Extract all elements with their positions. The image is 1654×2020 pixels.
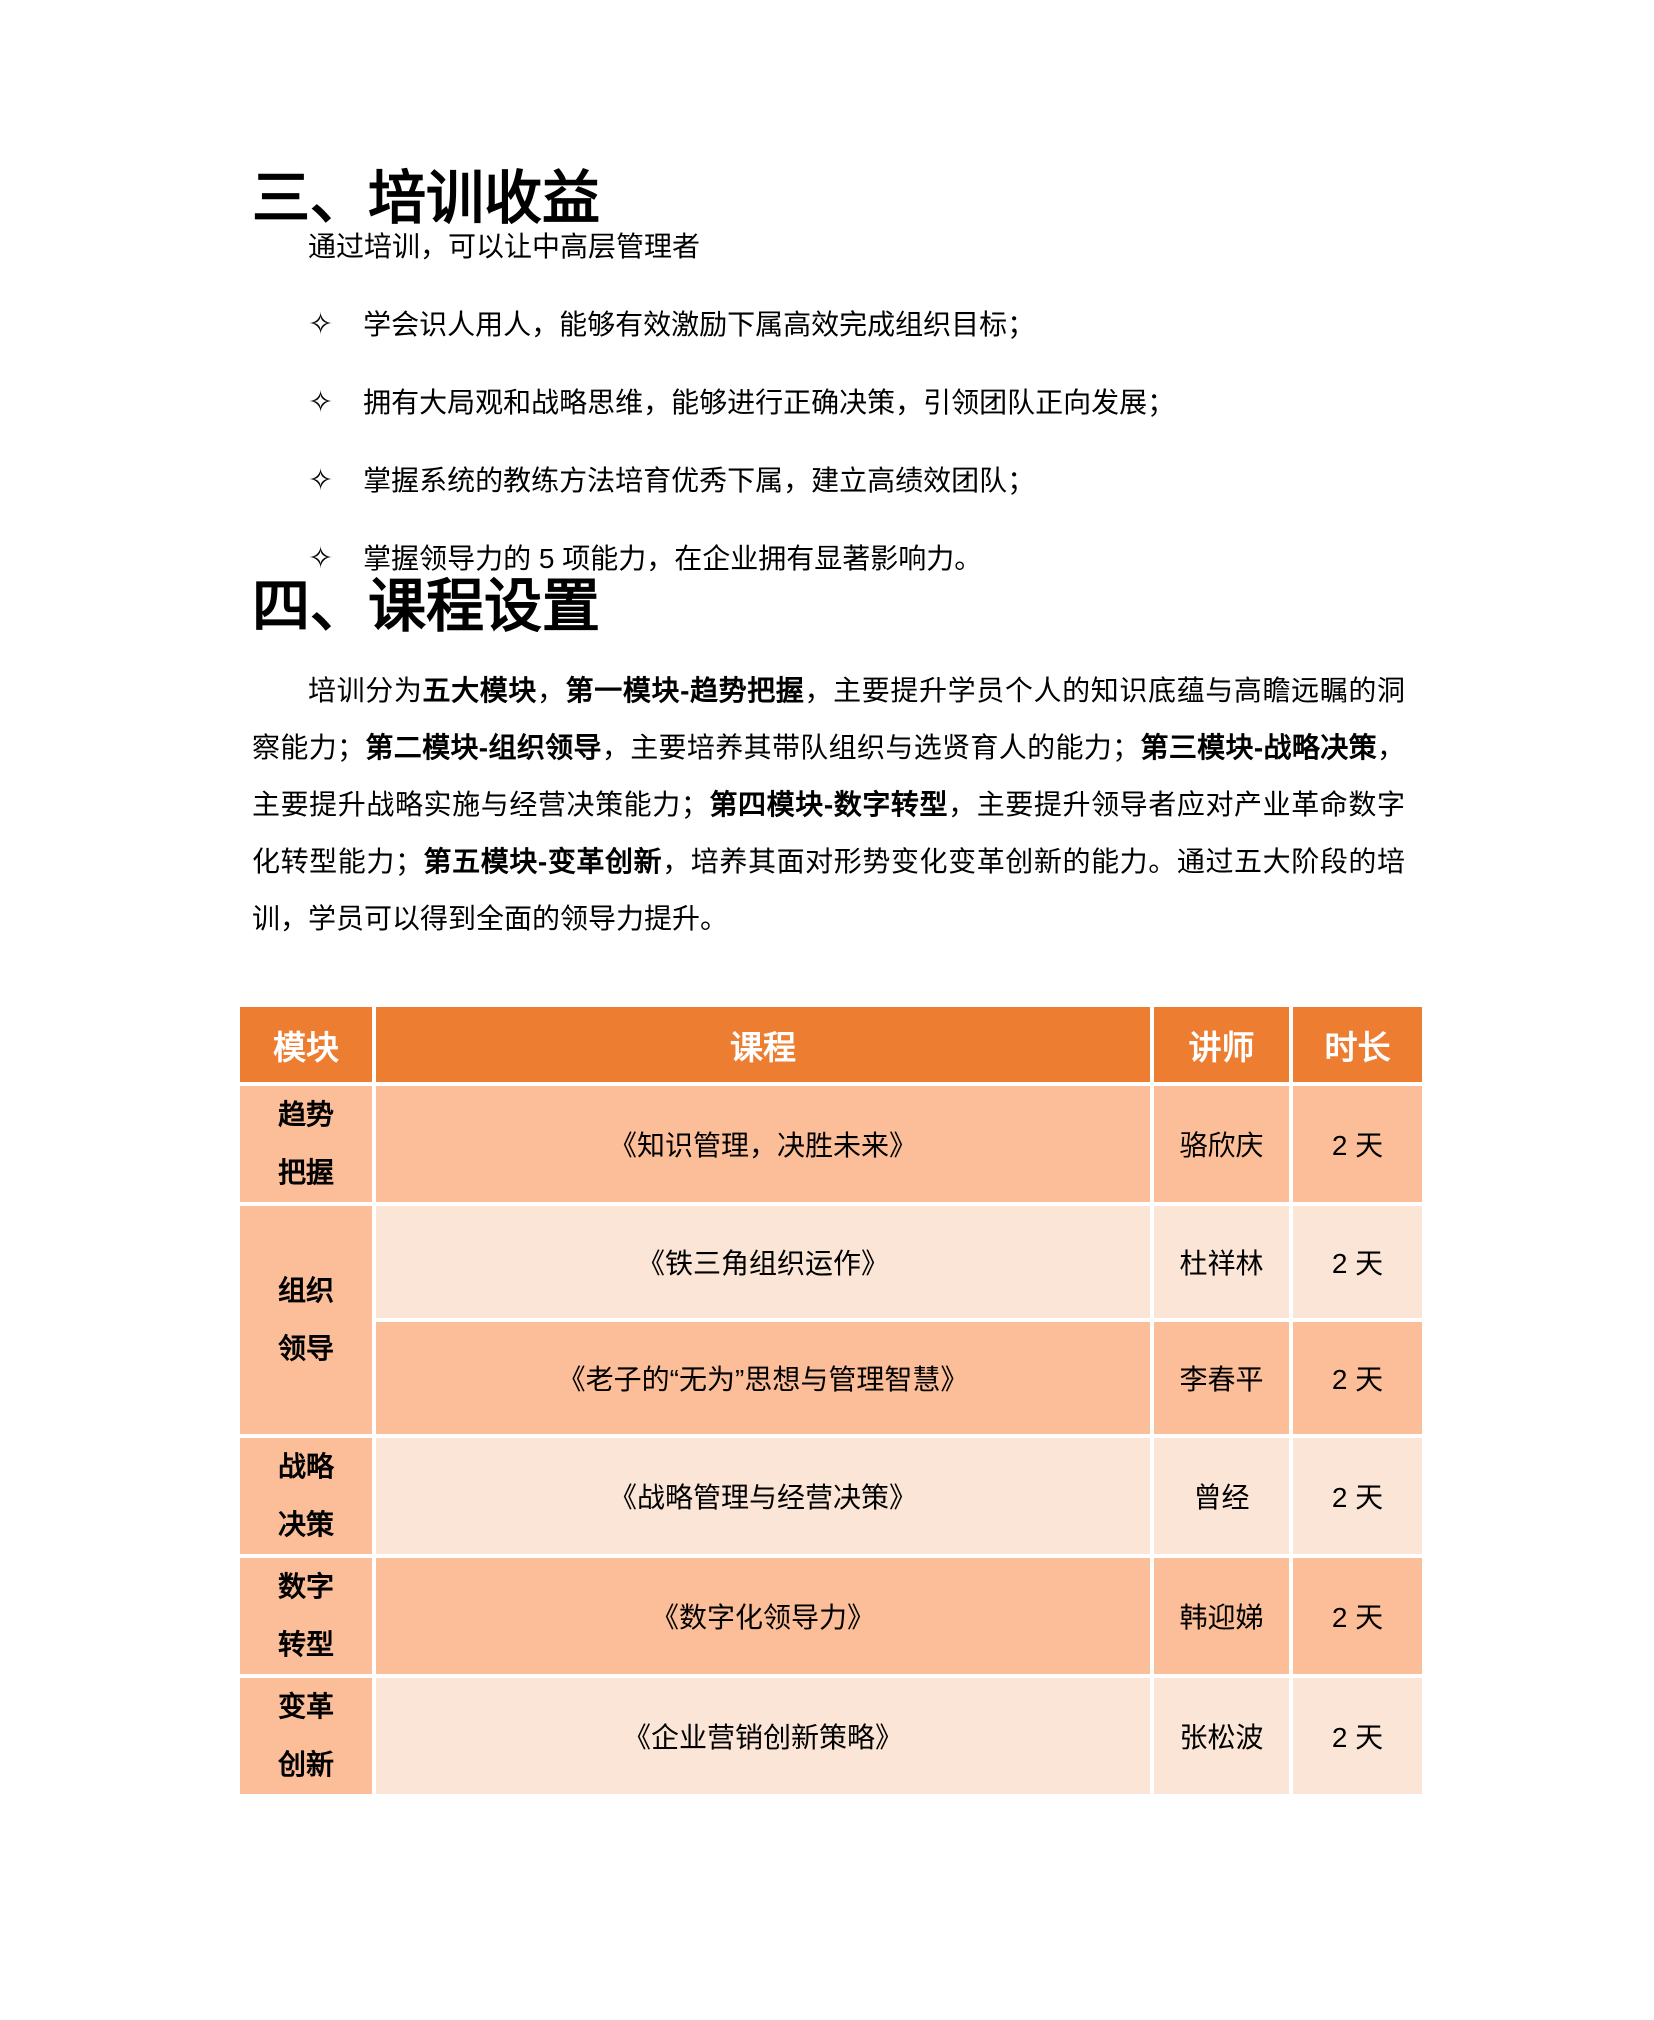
course-row: 《老子的“无为”思想与管理智慧》 李春平 2 天 [238, 1318, 1426, 1438]
diamond-bullet-icon: ✧ [308, 464, 334, 497]
benefit-item: ✧ 掌握领导力的 5 项能力，在企业拥有显著影响力。 [252, 542, 1405, 576]
course-row: 数字 转型 《数字化领导力》 韩迎娣 2 天 [236, 1554, 1426, 1678]
module-name-bold: 第一模块-趋势把握 [565, 675, 805, 706]
module-name-bold: 第三模块-战略决策 [1140, 732, 1377, 763]
benefit-text: 学会识人用人，能够有效激励下属高效完成组织目标； [363, 309, 1036, 340]
lecturer-cell: 骆欣庆 [1150, 1082, 1293, 1206]
lecturer-cell: 杜祥林 [1150, 1202, 1293, 1322]
module-cell: 组织 领导 [236, 1202, 376, 1438]
paragraph-text: ，主要培养其带队组织与选贤育人的能力； [601, 732, 1141, 763]
duration-cell: 2 天 [1289, 1674, 1426, 1798]
diamond-bullet-icon: ✧ [308, 386, 334, 419]
module-cell: 趋势 把握 [236, 1082, 376, 1206]
course-title-cell: 《数字化领导力》 [372, 1554, 1154, 1678]
course-row: 组织 领导 《铁三角组织运作》 杜祥林 2 天 [236, 1202, 1426, 1438]
paragraph-text: ，主要提升领导者应对产业革命数字化转型能力； [252, 789, 1405, 877]
diamond-bullet-icon: ✧ [308, 542, 334, 575]
duration-cell: 2 天 [1289, 1202, 1426, 1322]
course-title-cell: 《企业营销创新策略》 [372, 1674, 1154, 1798]
benefit-text: 掌握系统的教练方法培育优秀下属，建立高绩效团队； [363, 465, 1036, 496]
module-name-bold: 第二模块-组织领导 [365, 732, 602, 763]
paragraph-text: ，主要提升学员个人的知识底蕴与高瞻远瞩的洞察能力； [252, 675, 1405, 763]
course-row: 变革 创新 《企业营销创新策略》 张松波 2 天 [236, 1674, 1426, 1798]
duration-cell: 2 天 [1289, 1554, 1426, 1678]
course-title-cell: 《老子的“无为”思想与管理智慧》 [372, 1318, 1154, 1438]
benefit-text: 拥有大局观和战略思维，能够进行正确决策，引领团队正向发展； [363, 387, 1176, 418]
section-heading-benefits: 三、培训收益 [252, 166, 601, 231]
duration-cell: 2 天 [1289, 1082, 1426, 1206]
lecturer-cell: 张松波 [1150, 1674, 1293, 1798]
course-table-header: 模块 课程 讲师 时长 [236, 1003, 1426, 1086]
course-title-cell: 《铁三角组织运作》 [372, 1202, 1154, 1322]
module-cell: 数字 转型 [236, 1554, 376, 1678]
duration-cell: 2 天 [1289, 1434, 1426, 1558]
header-module: 模块 [236, 1003, 376, 1086]
module-name-bold: 第五模块-变革创新 [422, 846, 663, 877]
lecturer-cell: 李春平 [1150, 1318, 1293, 1438]
course-row: 趋势 把握 《知识管理，决胜未来》 骆欣庆 2 天 [236, 1082, 1426, 1206]
module-name-bold: 五大模块 [422, 675, 538, 706]
lecturer-cell: 韩迎娣 [1150, 1554, 1293, 1678]
benefit-item: ✧ 学会识人用人，能够有效激励下属高效完成组织目标； [252, 308, 1405, 342]
module-cell: 变革 创新 [236, 1674, 376, 1798]
course-table-body: 趋势 把握 《知识管理，决胜未来》 骆欣庆 2 天组织 领导 《铁三角组织运作》 杜祥林 2… [236, 1082, 1426, 1798]
duration-cell: 2 天 [1289, 1318, 1426, 1438]
modules-paragraph: 培训分为五大模块，第一模块-趋势把握，主要提升学员个人的知识底蕴与高瞻远瞩的洞察… [252, 662, 1405, 947]
document-content: 三、培训收益 通过培训，可以让中高层管理者 ✧ 学会识人用人，能够有效激励下属高效… [236, 166, 1426, 1798]
course-title-cell: 《知识管理，决胜未来》 [372, 1082, 1154, 1206]
lecturer-cell: 曾经 [1150, 1434, 1293, 1558]
paragraph-text: ， [537, 675, 566, 706]
benefit-text: 掌握领导力的 5 项能力，在企业拥有显著影响力。 [363, 543, 983, 574]
paragraph-text: 培训分为 [308, 675, 423, 706]
header-course: 课程 [372, 1003, 1154, 1086]
benefits-list: ✧ 学会识人用人，能够有效激励下属高效完成组织目标； ✧ 拥有大局观和战略思维，能够进… [252, 308, 1405, 576]
header-duration: 时长 [1289, 1003, 1426, 1086]
course-title-cell: 《战略管理与经营决策》 [372, 1434, 1154, 1558]
diamond-bullet-icon: ✧ [308, 308, 334, 341]
module-name-bold: 第四模块-数字转型 [708, 789, 949, 820]
course-table: 模块 课程 讲师 时长 趋势 把握 《知识管理，决胜未来》 骆欣庆 2 天组织 领导《… [236, 1003, 1426, 1798]
header-lecturer: 讲师 [1150, 1003, 1293, 1086]
paragraph-text: ，培养其面对形势变化变革创新的能力。通过五大阶段的培训，学员可以得到全面的领导力… [252, 846, 1405, 934]
module-cell: 战略 决策 [236, 1434, 376, 1558]
section-heading-courses: 四、课程设置 [252, 574, 601, 639]
benefits-intro: 通过培训，可以让中高层管理者 [308, 231, 701, 262]
course-row: 战略 决策 《战略管理与经营决策》 曾经 2 天 [236, 1434, 1426, 1558]
paragraph-text: ，主要提升战略实施与经营决策能力； [252, 732, 1405, 820]
benefit-item: ✧ 掌握系统的教练方法培育优秀下属，建立高绩效团队； [252, 464, 1405, 498]
header-row: 模块 课程 讲师 时长 [236, 1003, 1426, 1086]
benefit-item: ✧ 拥有大局观和战略思维，能够进行正确决策，引领团队正向发展； [252, 386, 1405, 420]
